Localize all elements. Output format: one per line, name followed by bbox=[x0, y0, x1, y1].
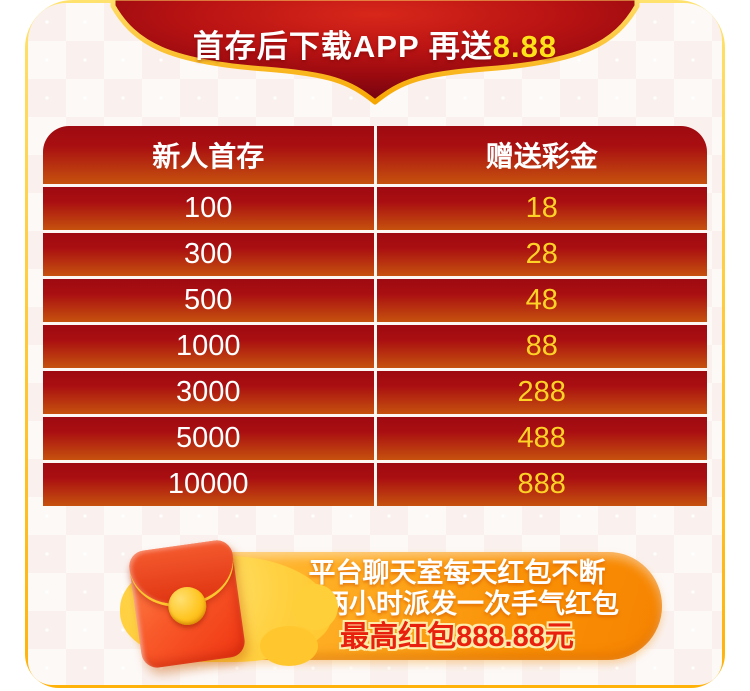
bonus-amount-cell: 28 bbox=[376, 233, 707, 276]
promo-highlight-line: 最高红包888.88元 bbox=[340, 621, 574, 653]
table-row: 5000 488 bbox=[43, 417, 707, 460]
deposit-bonus-table: 新人首存 赠送彩金 100 18 300 28 500 48 1000 88 3000 288 50… bbox=[43, 126, 707, 506]
top-banner-label: 首存后下载APP 再送 bbox=[192, 29, 493, 64]
deposit-amount-cell: 5000 bbox=[43, 417, 374, 460]
red-envelope-icon bbox=[127, 538, 247, 670]
promo-card: 首存后下载APP 再送8.88 新人首存 赠送彩金 100 18 300 28 500 4… bbox=[25, 0, 725, 688]
deposit-amount-cell: 10000 bbox=[43, 463, 374, 506]
top-banner-text: 首存后下载APP 再送8.88 bbox=[113, 21, 637, 66]
deposit-amount-cell: 300 bbox=[43, 233, 374, 276]
table-row: 300 28 bbox=[43, 233, 707, 276]
header-deposit: 新人首存 bbox=[43, 126, 374, 184]
bonus-amount-cell: 488 bbox=[376, 417, 707, 460]
top-ribbon-banner: 首存后下载APP 再送8.88 bbox=[110, 0, 640, 109]
table-row: 500 48 bbox=[43, 279, 707, 322]
bonus-amount-cell: 88 bbox=[376, 325, 707, 368]
table-row: 10000 888 bbox=[43, 463, 707, 506]
table-row: 100 18 bbox=[43, 187, 707, 230]
table-header-row: 新人首存 赠送彩金 bbox=[43, 126, 707, 184]
promo-line-2: 每两小时派发一次手气红包 bbox=[295, 589, 619, 619]
bonus-amount-cell: 48 bbox=[376, 279, 707, 322]
table-row: 1000 88 bbox=[43, 325, 707, 368]
bonus-amount-cell: 888 bbox=[376, 463, 707, 506]
deposit-amount-cell: 500 bbox=[43, 279, 374, 322]
red-packet-text-block: 平台聊天室每天红包不断 每两小时派发一次手气红包 最高红包888.88元 bbox=[258, 552, 656, 660]
deposit-amount-cell: 100 bbox=[43, 187, 374, 230]
bonus-amount-cell: 288 bbox=[376, 371, 707, 414]
ribbon-shape-icon bbox=[110, 0, 640, 105]
table-row: 3000 288 bbox=[43, 371, 707, 414]
deposit-amount-cell: 1000 bbox=[43, 325, 374, 368]
table-body: 100 18 300 28 500 48 1000 88 3000 288 5000 488 10000… bbox=[43, 187, 707, 506]
top-banner-highlight: 8.88 bbox=[492, 29, 558, 64]
bonus-amount-cell: 18 bbox=[376, 187, 707, 230]
promo-line-1: 平台聊天室每天红包不断 bbox=[308, 558, 606, 588]
deposit-amount-cell: 3000 bbox=[43, 371, 374, 414]
header-bonus: 赠送彩金 bbox=[376, 126, 707, 184]
